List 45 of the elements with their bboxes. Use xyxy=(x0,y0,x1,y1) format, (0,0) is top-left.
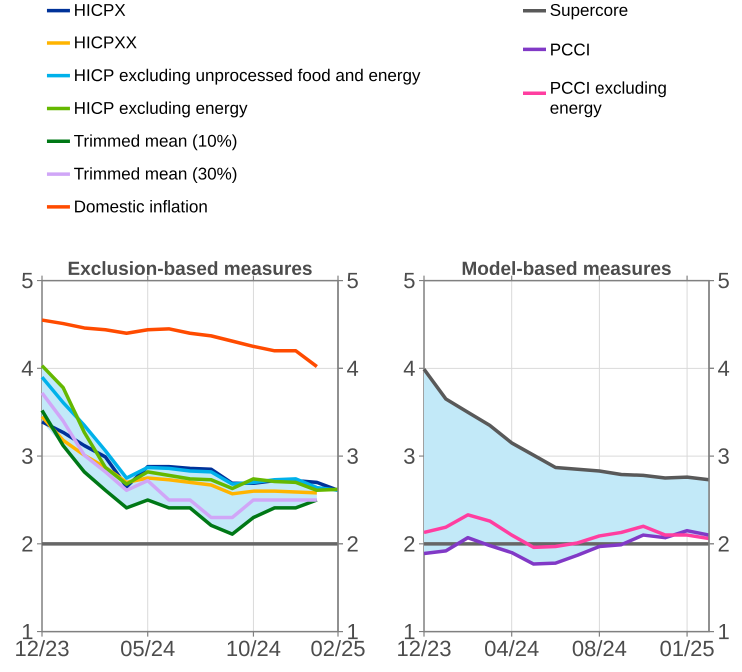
line-series xyxy=(422,368,711,482)
y2-tick-label: 1 xyxy=(719,624,729,640)
y2-tick-label: 3 xyxy=(347,448,358,464)
legend-label: Trimmed mean (10%) xyxy=(74,134,236,150)
legend-label: Supercore xyxy=(550,4,628,20)
x-tick-label: 12/23 xyxy=(398,640,451,656)
y-tick-label: 5 xyxy=(22,273,33,288)
chart-title: Exclusion-based measures xyxy=(68,261,312,276)
legend-label: PCCI xyxy=(551,44,589,56)
legend-label: HICPX xyxy=(75,4,126,16)
y-tick-label: 4 xyxy=(22,360,33,376)
line-series xyxy=(422,513,711,550)
legend-label: Domestic inflation xyxy=(75,200,207,213)
legend-label: PCCI excluding energy xyxy=(550,82,666,118)
y-tick-label: 2 xyxy=(404,536,414,552)
x-tick-label: 04/24 xyxy=(485,640,539,656)
y2-tick-label: 5 xyxy=(718,273,729,288)
y-tick-label: 4 xyxy=(404,360,415,376)
y2-tick-label: 2 xyxy=(718,536,729,552)
x-tick-label: 10/24 xyxy=(228,640,280,656)
y2-tick-label: 5 xyxy=(347,273,358,288)
y2-tick-label: 3 xyxy=(718,448,729,464)
y2-tick-label: 1 xyxy=(348,624,358,640)
x-tick-label: 08/24 xyxy=(572,640,626,656)
x-tick-label: 12/23 xyxy=(16,640,69,656)
line-series xyxy=(422,529,711,566)
legend-label: HICP excluding unprocessed food and energy xyxy=(75,68,420,85)
x-tick-label: 02/25 xyxy=(311,640,365,656)
y2-tick-label: 4 xyxy=(347,360,358,376)
chart-title: Model-based measures xyxy=(462,261,671,276)
y-tick-label: 5 xyxy=(404,273,415,288)
x-tick-label: 05/24 xyxy=(121,640,175,656)
legend-label: HICPXX xyxy=(75,36,137,49)
y-tick-label: 1 xyxy=(404,624,414,640)
y2-tick-label: 4 xyxy=(718,360,730,376)
y-tick-label: 2 xyxy=(22,536,32,552)
y-tick-label: 3 xyxy=(22,448,33,464)
line-series xyxy=(40,408,319,536)
y-tick-label: 3 xyxy=(404,448,415,464)
y2-tick-label: 2 xyxy=(348,536,358,552)
x-tick-label: 01/25 xyxy=(660,640,714,656)
legend-label: Trimmed mean (30%) xyxy=(74,167,236,184)
legend-label: HICP excluding energy xyxy=(75,102,248,118)
line-series xyxy=(40,318,319,369)
y-tick-label: 1 xyxy=(22,624,32,640)
